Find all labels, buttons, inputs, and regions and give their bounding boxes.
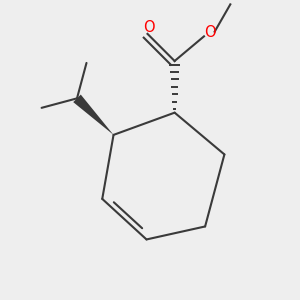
- Text: O: O: [143, 20, 155, 35]
- Polygon shape: [73, 94, 113, 135]
- Text: O: O: [204, 25, 216, 40]
